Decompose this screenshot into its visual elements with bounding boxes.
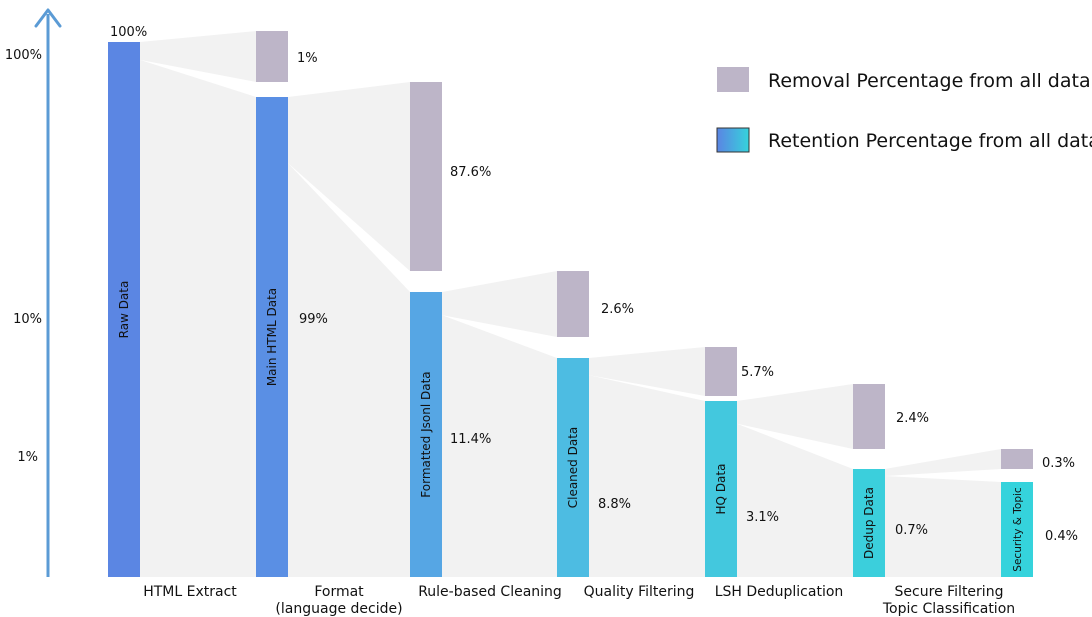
- retention-bar: [853, 469, 885, 577]
- retention-value-label: 0.7%: [895, 523, 928, 538]
- stage-category-label: HTML Extract: [143, 584, 237, 600]
- y-tick-label: 1%: [17, 450, 38, 465]
- flow-bands: [140, 31, 1001, 578]
- removal-flow-band: [885, 449, 1001, 476]
- removal-value-label: 2.4%: [896, 411, 929, 426]
- removal-flow-band: [589, 347, 705, 396]
- legend-label-retention: Retention Percentage from all data: [768, 130, 1092, 152]
- y-tick-label: 100%: [5, 48, 42, 63]
- stage-category-label-line2: (language decide): [275, 601, 402, 617]
- bar-label: Formatted Jsonl Data: [419, 371, 433, 497]
- retention-value-label: 99%: [299, 312, 328, 327]
- stage-bars: Raw Data 100% HTML Extract Main HTML Data 99…: [108, 25, 1078, 617]
- removal-bar: [256, 31, 288, 82]
- retention-flow-band: [288, 163, 410, 577]
- removal-flow-band: [140, 31, 256, 82]
- legend-swatch-removal: [717, 67, 749, 92]
- removal-bar: [557, 271, 589, 337]
- stage-category-label: Format: [314, 584, 364, 600]
- legend: Removal Percentage from all data Retenti…: [716, 67, 1092, 153]
- retention-flow-band: [442, 315, 557, 577]
- removal-value-label: 5.7%: [741, 365, 774, 380]
- retention-flow-band: [140, 59, 256, 578]
- removal-value-label: 0.3%: [1042, 456, 1075, 471]
- retention-value-label: 0.4%: [1045, 529, 1078, 544]
- legend-label-removal: Removal Percentage from all data: [768, 70, 1091, 92]
- retention-flow-band: [589, 375, 705, 577]
- stage-category-label: Quality Filtering: [584, 584, 695, 600]
- retention-bar: [705, 401, 737, 577]
- removal-value-label: 87.6%: [450, 165, 491, 180]
- legend-swatch-retention: [716, 127, 750, 153]
- retention-value-label: 100%: [110, 25, 147, 40]
- removal-flow-band: [737, 384, 853, 449]
- bar-label: Cleaned Data: [566, 427, 580, 509]
- retention-flow-band: [737, 423, 853, 577]
- stage-category-label: LSH Deduplication: [715, 584, 844, 600]
- retention-value-label: 3.1%: [746, 510, 779, 525]
- y-tick-label: 10%: [13, 312, 42, 327]
- removal-value-label: 1%: [297, 51, 318, 66]
- bar-label: Security & Topic: [1012, 487, 1024, 572]
- stage-category-label: Secure Filtering: [895, 584, 1004, 600]
- retention-flow-band: [885, 476, 1001, 577]
- retention-bar: [1001, 482, 1033, 577]
- retention-bar: [108, 42, 140, 577]
- retention-value-label: 8.8%: [598, 497, 631, 512]
- bar-label: Raw Data: [117, 281, 131, 339]
- retention-bar: [256, 97, 288, 577]
- removal-bar: [853, 384, 885, 449]
- y-axis-arrow-icon: [34, 8, 62, 28]
- removal-bar: [705, 347, 737, 396]
- stage-category-label-line2: Topic Classification: [882, 601, 1015, 617]
- removal-value-label: 2.6%: [601, 302, 634, 317]
- stage-category-label: Rule-based Cleaning: [418, 584, 562, 600]
- bar-label: Dedup Data: [862, 487, 876, 559]
- retention-value-label: 11.4%: [450, 432, 491, 447]
- removal-bar: [410, 82, 442, 271]
- bar-label: HQ Data: [714, 464, 728, 515]
- retention-bar: [410, 292, 442, 577]
- removal-flow-band: [442, 271, 557, 337]
- bar-label: Main HTML Data: [265, 288, 279, 386]
- y-axis: 100% 10% 1%: [5, 8, 62, 577]
- removal-bar: [1001, 449, 1033, 469]
- retention-bar: [557, 358, 589, 577]
- removal-flow-band: [288, 82, 410, 271]
